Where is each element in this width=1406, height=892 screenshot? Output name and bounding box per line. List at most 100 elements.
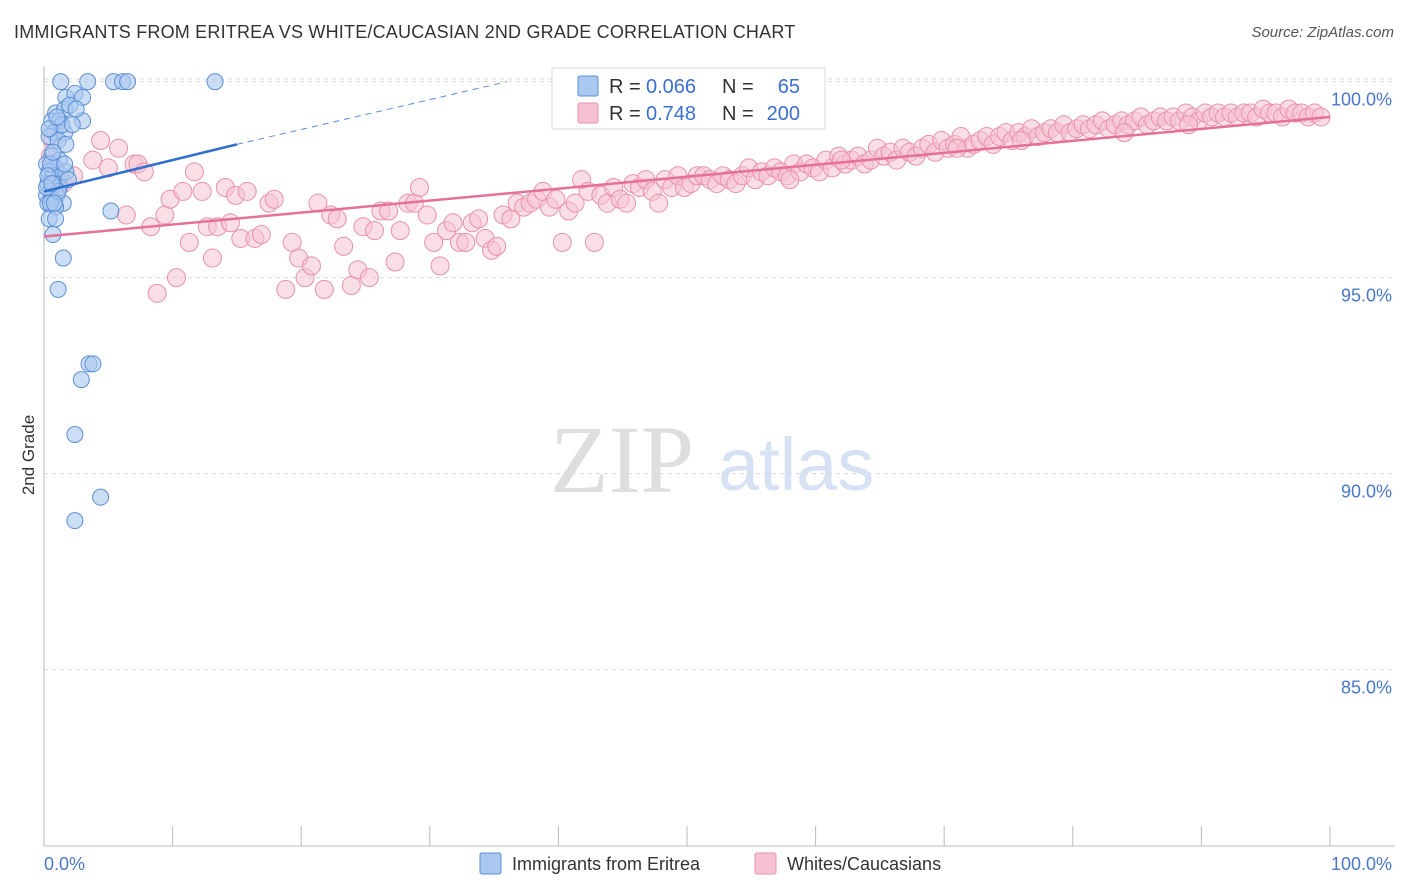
legend-n-label-2: N = xyxy=(722,103,754,125)
whites-point xyxy=(83,150,103,170)
eritrea-point xyxy=(67,100,85,118)
whites-point xyxy=(327,209,347,229)
watermark-atlas: atlas xyxy=(718,423,874,506)
watermark-zip: ZIP xyxy=(550,406,694,513)
eritrea-point xyxy=(45,194,63,212)
whites-point xyxy=(173,181,193,201)
legend-swatch-pink xyxy=(577,102,599,124)
y-tick-label: 100.0% xyxy=(1331,90,1392,110)
eritrea-point xyxy=(40,120,58,138)
whites-point xyxy=(390,221,410,241)
eritrea-point xyxy=(79,73,97,91)
whites-point xyxy=(831,150,851,170)
whites-point xyxy=(220,213,240,233)
legend-r-label-1: R = xyxy=(609,76,641,98)
y-tick-label: 85.0% xyxy=(1341,678,1392,698)
whites-point xyxy=(780,170,800,190)
whites-point xyxy=(1114,123,1134,143)
whites-point xyxy=(424,232,444,252)
whites-point xyxy=(546,189,566,209)
whites-point xyxy=(179,232,199,252)
whites-point xyxy=(417,205,437,225)
eritrea-point xyxy=(119,73,137,91)
whites-point xyxy=(456,232,476,252)
whites-point xyxy=(617,193,637,213)
legend-n-value-2: 200 xyxy=(767,103,800,125)
whites-point xyxy=(314,279,334,299)
chart-title: IMMIGRANTS FROM ERITREA VS WHITE/CAUCASI… xyxy=(14,22,796,42)
eritrea-point xyxy=(48,108,66,126)
bottom-legend-label-eritrea: Immigrants from Eritrea xyxy=(512,854,701,874)
series-legend: Immigrants from Eritrea Whites/Caucasian… xyxy=(479,852,941,875)
whites-point xyxy=(552,232,572,252)
whites-point xyxy=(469,209,489,229)
whites-point xyxy=(487,236,507,256)
x-tick-labels: 0.0% 100.0% xyxy=(44,854,1392,874)
whites-point xyxy=(359,268,379,288)
eritrea-point xyxy=(47,210,65,228)
eritrea-point xyxy=(63,116,81,134)
eritrea-trendline-extension xyxy=(236,81,508,145)
whites-point xyxy=(184,162,204,182)
legend-swatch-blue xyxy=(577,75,599,97)
whites-point xyxy=(649,193,669,213)
eritrea-point xyxy=(49,280,67,298)
whites-point xyxy=(192,181,212,201)
y-axis-label: 2nd Grade xyxy=(19,415,38,495)
eritrea-point xyxy=(102,202,120,220)
whites-point xyxy=(202,248,222,268)
whites-point xyxy=(251,225,271,245)
legend-n-label-1: N = xyxy=(722,76,754,98)
x-tick-label-start: 0.0% xyxy=(44,854,85,874)
legend-r-value-1: 0.066 xyxy=(646,76,696,98)
eritrea-point xyxy=(72,371,90,389)
x-tick-label-end: 100.0% xyxy=(1331,854,1392,874)
whites-point xyxy=(264,189,284,209)
bottom-legend-label-whites: Whites/Caucasians xyxy=(787,854,941,874)
eritrea-point xyxy=(66,425,84,443)
eritrea-point xyxy=(57,135,75,153)
y-tick-label: 95.0% xyxy=(1341,286,1392,306)
bottom-legend-swatch-whites xyxy=(754,852,777,875)
eritrea-point xyxy=(52,73,70,91)
whites-point xyxy=(565,193,585,213)
whites-point xyxy=(584,232,604,252)
eritrea-point xyxy=(206,73,224,91)
whites-point xyxy=(334,236,354,256)
whites-trendline xyxy=(43,115,1331,238)
legend-n-value-1: 65 xyxy=(778,76,800,98)
eritrea-trendline xyxy=(43,143,238,193)
eritrea-point xyxy=(66,512,84,530)
whites-point xyxy=(276,279,296,299)
bottom-legend-swatch-eritrea xyxy=(479,852,502,875)
whites-point xyxy=(166,268,186,288)
series-eritrea-points xyxy=(38,73,224,530)
y-tick-label: 90.0% xyxy=(1341,482,1392,502)
whites-point xyxy=(301,256,321,276)
whites-point xyxy=(443,213,463,233)
chart-source: Source: ZipAtlas.com xyxy=(1251,24,1394,41)
whites-point xyxy=(430,256,450,276)
whites-point xyxy=(379,201,399,221)
whites-point xyxy=(237,181,257,201)
whites-point xyxy=(91,130,111,150)
whites-point xyxy=(116,205,136,225)
trend-lines xyxy=(43,81,1331,238)
eritrea-point xyxy=(54,249,72,267)
whites-point xyxy=(410,178,430,198)
whites-point xyxy=(947,138,967,158)
whites-point xyxy=(365,221,385,241)
series-whites-points xyxy=(40,99,1331,303)
eritrea-point xyxy=(44,143,62,161)
legend-r-label-2: R = xyxy=(609,103,641,125)
y-tick-labels: 85.0% 90.0% 95.0% 100.0% xyxy=(1331,90,1392,698)
stats-legend: R = 0.066 N = 65 R = 0.748 N = 200 xyxy=(551,67,826,130)
eritrea-point xyxy=(84,355,102,373)
eritrea-point xyxy=(56,155,74,173)
whites-point xyxy=(109,138,129,158)
whites-point xyxy=(147,283,167,303)
whites-point xyxy=(385,252,405,272)
eritrea-point xyxy=(92,488,110,506)
legend-r-value-2: 0.748 xyxy=(646,103,696,125)
